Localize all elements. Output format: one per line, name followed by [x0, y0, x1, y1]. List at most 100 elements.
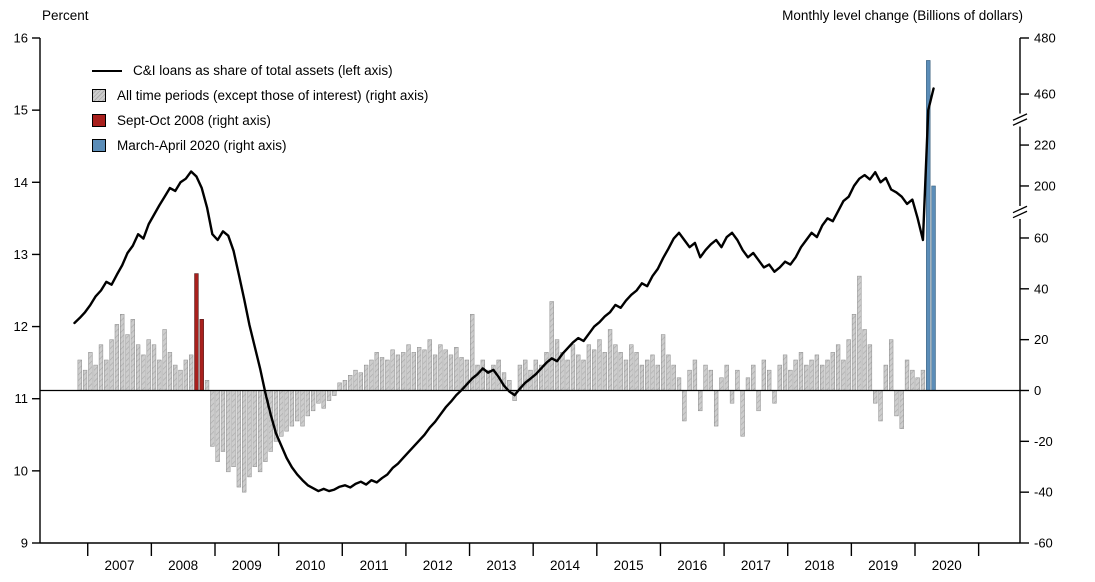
bar-gray [459, 357, 464, 391]
bar-gray [236, 390, 242, 488]
svg-text:16: 16 [14, 31, 28, 46]
bar-gray [820, 364, 825, 391]
bar-gray [401, 352, 406, 391]
bar-gray [247, 390, 252, 478]
bar-gray [782, 354, 788, 391]
bar-gray [915, 377, 920, 391]
svg-text:13: 13 [14, 247, 28, 262]
bar-gray [809, 359, 814, 391]
bar-gray [873, 390, 878, 404]
bar-gray [878, 390, 883, 422]
bar-gray [666, 354, 671, 391]
bar-gray [883, 364, 888, 391]
bar-gray [851, 313, 857, 391]
bar-gray [363, 364, 369, 391]
bar-gray [660, 334, 666, 391]
right-axis-title: Monthly level change (Billions of dollar… [782, 8, 1023, 23]
bar-gray [321, 390, 326, 409]
bar-gray [342, 380, 348, 391]
svg-text:10: 10 [14, 463, 28, 478]
bar-gray [337, 382, 342, 391]
bar-gray [432, 354, 438, 391]
legend-item-line: C&I loans as share of total assets (left… [92, 58, 428, 83]
left-axis-title: Percent [42, 8, 89, 23]
bar-gray [671, 364, 676, 391]
bar-gray [204, 380, 210, 391]
bar-gray [411, 352, 417, 391]
bar-gray [305, 390, 310, 417]
svg-text:460: 460 [1034, 87, 1056, 102]
bar-gray [586, 344, 592, 391]
svg-text:200: 200 [1034, 178, 1056, 193]
bar-gray [772, 390, 777, 404]
bar-gray [655, 364, 660, 391]
bar-gray [676, 377, 682, 391]
bar-gray [93, 364, 98, 391]
bar-gray [719, 377, 724, 391]
svg-text:2014: 2014 [550, 558, 581, 573]
bar-gray [629, 344, 634, 391]
svg-text:2020: 2020 [932, 558, 962, 573]
bar-gray [830, 352, 835, 391]
bar-gray [788, 369, 793, 391]
bar-gray [920, 369, 926, 391]
svg-text:480: 480 [1034, 31, 1056, 46]
svg-text:9: 9 [21, 536, 28, 551]
svg-text:2008: 2008 [168, 558, 198, 573]
bar-gray [120, 313, 125, 391]
bar-gray [178, 369, 183, 391]
blue-box-swatch-icon [92, 139, 106, 152]
bar-gray [857, 275, 862, 391]
bar-gray [645, 359, 650, 391]
bar-gray [369, 359, 374, 391]
svg-text:2013: 2013 [486, 558, 516, 573]
bar-gray [242, 390, 247, 493]
bar-gray [825, 359, 830, 391]
legend-item-all-periods: All time periods (except those of intere… [92, 83, 428, 108]
line-swatch-icon [92, 69, 122, 72]
bar-gray [814, 354, 820, 391]
bar-gray [141, 354, 146, 391]
bar-gray [77, 359, 82, 391]
svg-text:2018: 2018 [805, 558, 835, 573]
bar-gray [109, 339, 114, 391]
bar-gray [284, 390, 289, 432]
bar-gray [289, 390, 295, 427]
bar-gray [480, 359, 485, 391]
bar-gray [745, 377, 751, 391]
bar-gray [713, 390, 719, 427]
bar-gray [724, 364, 729, 391]
bar-gray [910, 369, 915, 391]
bar-gray [295, 390, 300, 422]
legend-label-line: C&I loans as share of total assets (left… [133, 63, 393, 78]
bar-red [194, 273, 199, 391]
bar-gray [390, 349, 395, 391]
bar-gray [183, 359, 188, 391]
bar-gray [385, 359, 390, 391]
axes-group: 9 10 11 12 13 14 15 16 -60 -40 -20 0 20 40 60 200 220 460… [14, 31, 1056, 574]
bar-gray [554, 339, 560, 391]
svg-text:220: 220 [1034, 138, 1056, 153]
svg-text:2010: 2010 [295, 558, 325, 573]
bar-gray [316, 390, 321, 404]
svg-text:2016: 2016 [677, 558, 707, 573]
bar-gray [639, 364, 645, 391]
bar-gray [88, 352, 93, 391]
bar-gray [374, 352, 379, 391]
bar-gray [602, 352, 607, 391]
svg-text:15: 15 [14, 103, 28, 118]
bar-gray [417, 347, 422, 391]
bar-gray [804, 364, 809, 391]
bar-gray [899, 390, 904, 429]
bar-gray [703, 364, 708, 391]
bar-gray [597, 339, 602, 391]
bar-gray [904, 359, 910, 391]
axis-break-icon [1012, 118, 1028, 126]
bar-gray [215, 390, 220, 462]
bar-blue [931, 185, 936, 391]
bar-gray [798, 352, 804, 391]
svg-text:2012: 2012 [423, 558, 453, 573]
svg-text:2007: 2007 [105, 558, 135, 573]
